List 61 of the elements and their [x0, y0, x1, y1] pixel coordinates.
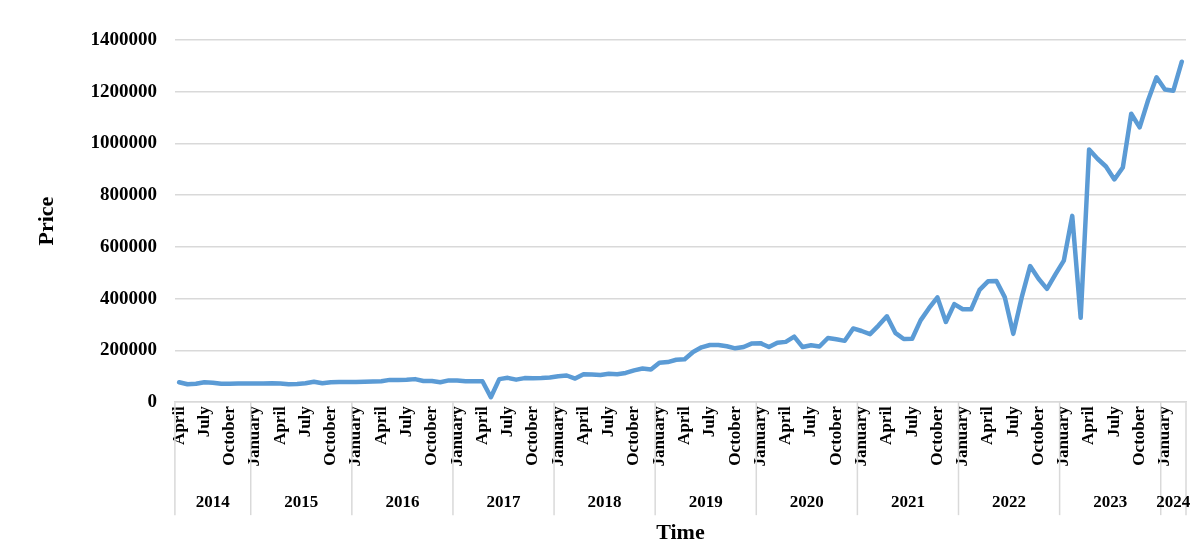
x-tick-label: July — [1002, 405, 1022, 438]
x-tick-label: October — [219, 405, 239, 466]
x-tick-label: July — [699, 405, 719, 438]
text: 2022 — [992, 491, 1027, 511]
x-tick-label: April — [977, 405, 997, 445]
y-tick-label: 400000 — [99, 286, 157, 308]
x-tick-label: January — [749, 405, 769, 467]
x-tick-label: April — [876, 405, 896, 445]
x-tick-label: October — [623, 405, 643, 466]
x-tick-label: January — [1053, 405, 1073, 467]
x-tick-label: October — [926, 405, 946, 466]
x-tick-label: April — [370, 405, 390, 445]
y-tick-label: 800000 — [99, 183, 157, 205]
x-tick-label: April — [572, 405, 592, 445]
y-axis-title: Price — [32, 196, 58, 246]
x-tick-label: January — [244, 405, 264, 467]
x-tick-label: October — [320, 405, 340, 466]
x-tick-label: April — [1078, 405, 1098, 445]
x-tick-label: October — [1129, 405, 1149, 466]
x-tick-label: July — [800, 405, 820, 438]
text: 2021 — [890, 491, 925, 511]
y-tick-label: 0 — [147, 390, 157, 412]
x-tick-label: January — [1154, 405, 1174, 467]
x-tick-label: January — [952, 405, 972, 467]
text: 2016 — [385, 491, 420, 511]
text: 2018 — [587, 491, 622, 511]
y-tick-label: 200000 — [99, 338, 157, 360]
x-axis-title: Time — [656, 519, 705, 545]
text: 2020 — [789, 491, 824, 511]
x-tick-label: July — [1103, 405, 1123, 438]
x-tick-label: April — [775, 405, 795, 445]
x-tick-label: October — [522, 405, 542, 466]
y-tick-label: 1400000 — [90, 27, 157, 49]
x-tick-label: July — [193, 405, 213, 438]
x-tick-label: October — [825, 405, 845, 466]
x-tick-label: January — [851, 405, 870, 467]
x-tick-label: October — [421, 405, 441, 466]
y-tick-label: 1200000 — [90, 79, 157, 101]
y-tick-label: 600000 — [99, 234, 157, 256]
y-tick-label: 1000000 — [90, 131, 157, 153]
x-tick-label: July — [598, 405, 618, 438]
x-tick-label: April — [168, 405, 188, 445]
text: 2014 — [195, 491, 231, 511]
x-tick-label: January — [547, 405, 567, 467]
text: 2017 — [486, 491, 522, 511]
x-tick-label: January — [446, 405, 466, 467]
x-tick-label: July — [294, 405, 314, 438]
text: 2015 — [284, 491, 319, 511]
x-tick-label: July — [901, 405, 921, 438]
x-tick-label: April — [471, 405, 491, 445]
x-tick-label: July — [396, 405, 415, 438]
x-tick-label: January — [345, 405, 365, 467]
x-tick-label: October — [724, 405, 744, 466]
x-tick-label: January — [648, 405, 668, 467]
text: 2023 — [1093, 491, 1128, 511]
x-tick-label: April — [269, 405, 289, 445]
text: 2019 — [688, 491, 723, 511]
x-tick-label: April — [674, 405, 694, 445]
x-tick-label: October — [1027, 405, 1047, 466]
x-tick-label: July — [497, 405, 517, 438]
text: 2024 — [1156, 491, 1191, 511]
